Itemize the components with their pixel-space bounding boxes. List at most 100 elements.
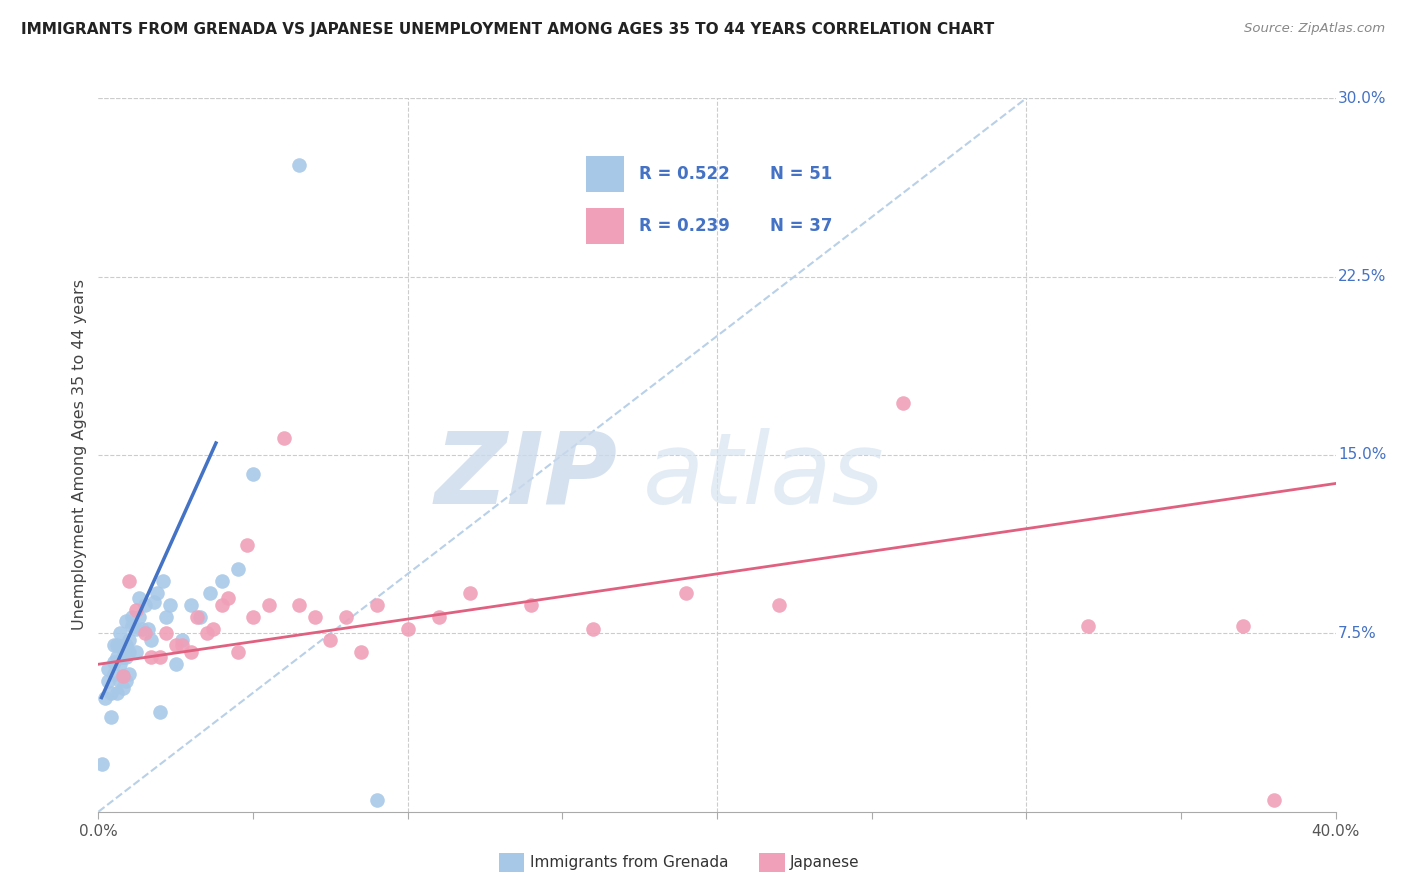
Point — [165, 657, 187, 672]
Text: Source: ZipAtlas.com: Source: ZipAtlas.com — [1244, 22, 1385, 36]
Point — [170, 633, 193, 648]
Point — [768, 598, 790, 612]
Text: R = 0.239: R = 0.239 — [638, 218, 730, 235]
Text: N = 37: N = 37 — [769, 218, 832, 235]
Point — [195, 626, 218, 640]
Point — [115, 650, 138, 665]
Point — [149, 705, 172, 719]
Point — [226, 645, 249, 659]
Point — [128, 591, 150, 605]
Point — [675, 586, 697, 600]
Point — [1232, 619, 1254, 633]
Text: Japanese: Japanese — [790, 855, 860, 870]
Point — [93, 690, 115, 705]
Point — [155, 609, 177, 624]
Point — [97, 673, 120, 688]
Text: 15.0%: 15.0% — [1339, 448, 1386, 462]
Point — [112, 669, 135, 683]
Point — [242, 467, 264, 481]
Point — [217, 591, 239, 605]
Point — [100, 686, 122, 700]
Point — [159, 598, 181, 612]
Point — [458, 586, 481, 600]
Point — [90, 757, 112, 772]
Point — [115, 673, 138, 688]
Point — [121, 619, 143, 633]
Point — [582, 622, 605, 636]
Point — [198, 586, 221, 600]
Point — [134, 598, 156, 612]
Point — [257, 598, 280, 612]
Text: ZIP: ZIP — [434, 428, 619, 524]
Point — [121, 609, 143, 624]
Text: 22.5%: 22.5% — [1339, 269, 1386, 284]
Point — [1263, 793, 1285, 807]
Point — [100, 709, 122, 723]
Point — [180, 645, 202, 659]
Point — [288, 598, 311, 612]
Text: 30.0%: 30.0% — [1339, 91, 1386, 105]
Point — [103, 666, 125, 681]
Point — [108, 673, 131, 688]
Point — [128, 609, 150, 624]
Text: 7.5%: 7.5% — [1339, 626, 1376, 640]
Point — [112, 650, 135, 665]
Point — [124, 602, 146, 616]
Point — [103, 655, 125, 669]
Point — [124, 645, 146, 659]
Point — [97, 662, 120, 676]
Point — [520, 598, 543, 612]
Point — [304, 609, 326, 624]
Point — [112, 681, 135, 695]
Point — [201, 622, 224, 636]
Point — [211, 574, 233, 588]
Bar — [586, 155, 624, 192]
Point — [139, 633, 162, 648]
Point — [103, 638, 125, 652]
Point — [180, 598, 202, 612]
Point — [143, 595, 166, 609]
Point — [366, 598, 388, 612]
Point — [118, 633, 141, 648]
Point — [108, 657, 131, 672]
Point — [108, 626, 131, 640]
Point — [226, 562, 249, 576]
Point — [242, 609, 264, 624]
Point — [115, 638, 138, 652]
Point — [131, 622, 153, 636]
Point — [236, 538, 259, 552]
Point — [1077, 619, 1099, 633]
Bar — [586, 208, 624, 244]
Point — [170, 638, 193, 652]
Point — [105, 638, 128, 652]
Text: atlas: atlas — [643, 428, 884, 524]
Point — [396, 622, 419, 636]
Point — [118, 645, 141, 659]
Point — [211, 598, 233, 612]
Point — [350, 645, 373, 659]
Point — [427, 609, 450, 624]
Text: R = 0.522: R = 0.522 — [638, 165, 730, 184]
Point — [118, 574, 141, 588]
Point — [891, 395, 914, 409]
Point — [319, 633, 342, 648]
Point — [124, 622, 146, 636]
Point — [273, 431, 295, 445]
Point — [190, 609, 212, 624]
Point — [165, 638, 187, 652]
Point — [112, 669, 135, 683]
Point — [118, 666, 141, 681]
Text: Immigrants from Grenada: Immigrants from Grenada — [530, 855, 728, 870]
Point — [134, 626, 156, 640]
Point — [139, 650, 162, 665]
Y-axis label: Unemployment Among Ages 35 to 44 years: Unemployment Among Ages 35 to 44 years — [72, 279, 87, 631]
Text: N = 51: N = 51 — [769, 165, 832, 184]
Point — [152, 574, 174, 588]
Point — [155, 626, 177, 640]
Point — [186, 609, 208, 624]
Point — [115, 615, 138, 629]
Point — [105, 686, 128, 700]
Point — [105, 650, 128, 665]
Text: IMMIGRANTS FROM GRENADA VS JAPANESE UNEMPLOYMENT AMONG AGES 35 TO 44 YEARS CORRE: IMMIGRANTS FROM GRENADA VS JAPANESE UNEM… — [21, 22, 994, 37]
Point — [146, 586, 169, 600]
